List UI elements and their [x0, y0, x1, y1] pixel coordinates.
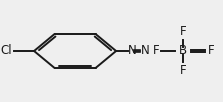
- Text: F: F: [153, 44, 159, 58]
- Text: F: F: [180, 25, 187, 38]
- Text: F: F: [208, 44, 214, 58]
- Text: N: N: [141, 44, 150, 58]
- Text: N: N: [128, 44, 136, 58]
- Text: B: B: [179, 44, 188, 58]
- Text: Cl: Cl: [1, 44, 12, 58]
- Text: F: F: [180, 64, 187, 77]
